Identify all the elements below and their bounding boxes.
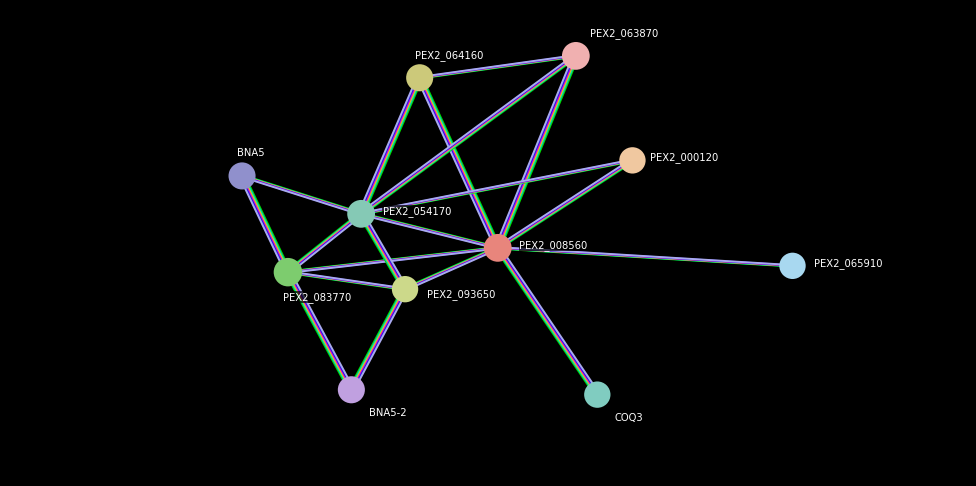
Point [353, 210, 369, 218]
Point [344, 386, 359, 394]
Point [490, 244, 506, 252]
Point [397, 285, 413, 293]
Text: BNA5-2: BNA5-2 [369, 408, 407, 418]
Text: PEX2_054170: PEX2_054170 [383, 206, 451, 217]
Text: COQ3: COQ3 [615, 413, 643, 423]
Point [280, 268, 296, 276]
Point [234, 172, 250, 180]
Text: PEX2_065910: PEX2_065910 [814, 258, 882, 269]
Text: PEX2_000120: PEX2_000120 [650, 153, 718, 163]
Text: PEX2_064160: PEX2_064160 [415, 50, 483, 61]
Point [625, 156, 640, 164]
Text: BNA5: BNA5 [237, 148, 264, 157]
Text: PEX2_063870: PEX2_063870 [590, 28, 659, 39]
Text: PEX2_093650: PEX2_093650 [427, 290, 495, 300]
Point [590, 391, 605, 399]
Text: PEX2_008560: PEX2_008560 [519, 240, 588, 251]
Point [785, 262, 800, 270]
Text: PEX2_083770: PEX2_083770 [283, 292, 351, 303]
Point [568, 52, 584, 60]
Point [412, 74, 427, 82]
